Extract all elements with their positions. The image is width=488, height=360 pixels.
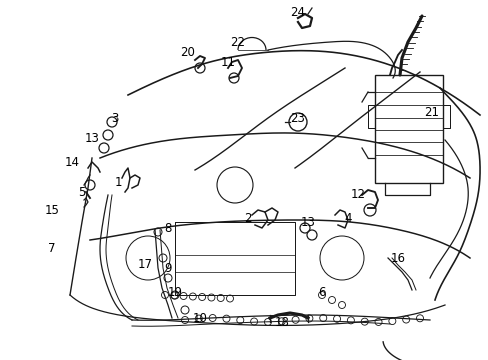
Text: 5: 5 <box>78 185 85 198</box>
Text: 7: 7 <box>48 242 56 255</box>
Bar <box>374 75 442 183</box>
Text: 21: 21 <box>424 105 439 118</box>
Text: 11: 11 <box>220 55 235 68</box>
Text: 18: 18 <box>274 315 289 328</box>
Text: 19: 19 <box>167 285 182 298</box>
Text: 16: 16 <box>390 252 405 265</box>
Text: 23: 23 <box>290 112 305 125</box>
Text: 12: 12 <box>350 189 365 202</box>
Text: 15: 15 <box>44 203 60 216</box>
Text: 13: 13 <box>84 131 99 144</box>
Text: 17: 17 <box>137 258 152 271</box>
Text: 2: 2 <box>244 211 251 225</box>
Text: 13: 13 <box>300 216 315 229</box>
Text: 14: 14 <box>64 156 80 168</box>
Text: 22: 22 <box>230 36 245 49</box>
Text: 4: 4 <box>344 211 351 225</box>
Text: 9: 9 <box>164 261 171 274</box>
Text: 10: 10 <box>192 311 207 324</box>
Text: 3: 3 <box>111 112 119 125</box>
Text: 8: 8 <box>164 221 171 234</box>
Text: 20: 20 <box>180 45 195 58</box>
Text: 24: 24 <box>290 5 305 18</box>
Text: 1: 1 <box>114 175 122 189</box>
Text: 6: 6 <box>318 285 325 298</box>
